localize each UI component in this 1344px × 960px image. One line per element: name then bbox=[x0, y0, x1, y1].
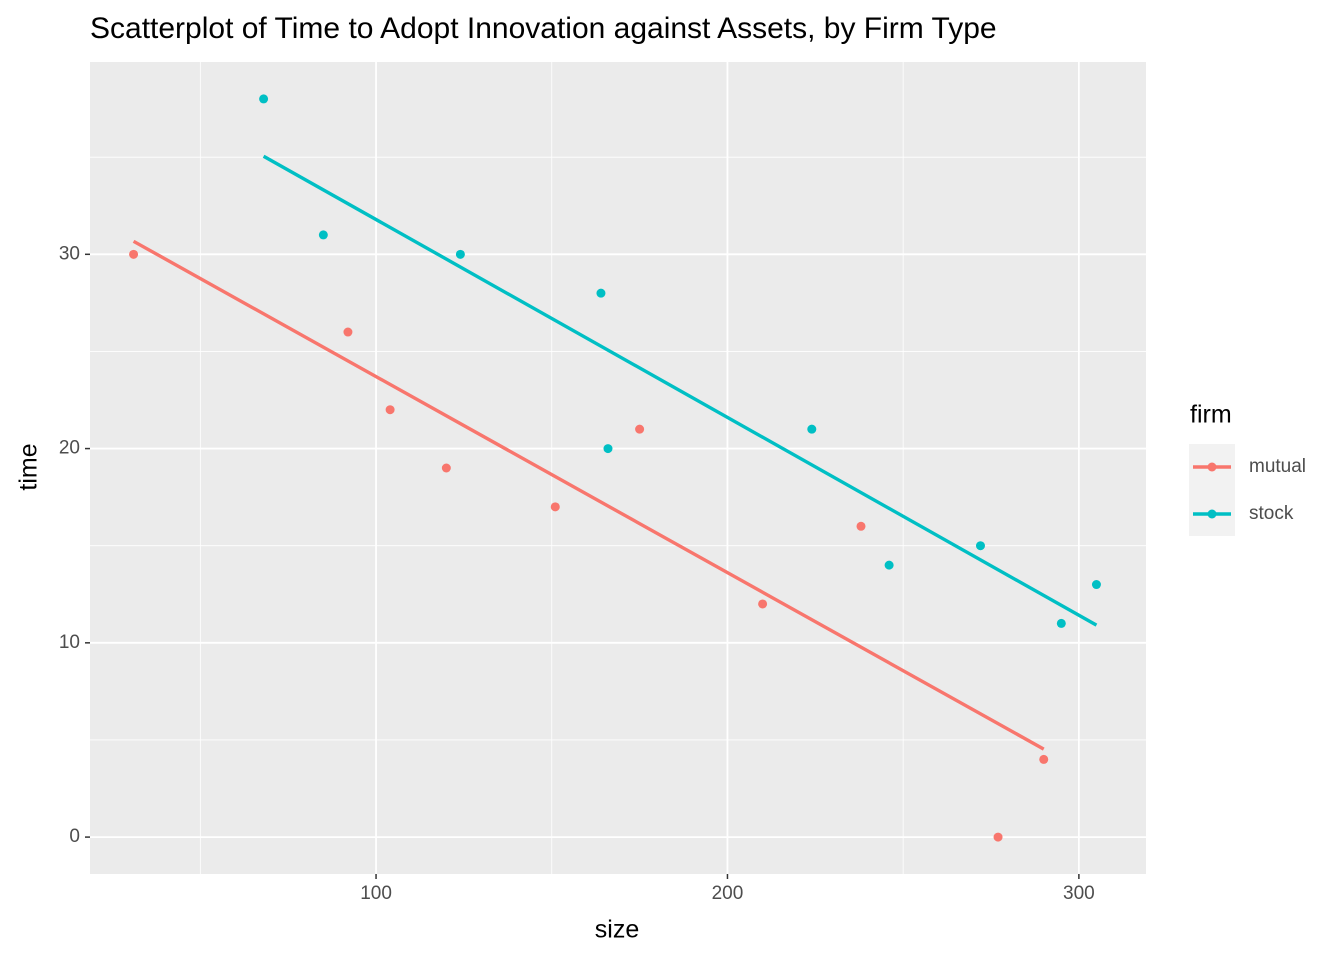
x-tick-label: 200 bbox=[712, 883, 744, 904]
x-tick-label: 100 bbox=[360, 883, 392, 904]
legend-label: mutual bbox=[1249, 456, 1306, 477]
point bbox=[975, 541, 985, 551]
point bbox=[1056, 618, 1066, 628]
x-tick-label: 300 bbox=[1063, 883, 1095, 904]
chart-title: Scatterplot of Time to Adopt Innovation … bbox=[90, 12, 997, 45]
point bbox=[758, 599, 768, 609]
point bbox=[1039, 754, 1049, 764]
point bbox=[318, 230, 328, 240]
point bbox=[343, 327, 353, 337]
point bbox=[550, 502, 560, 512]
legend-label: stock bbox=[1249, 503, 1294, 524]
point bbox=[455, 249, 465, 259]
point bbox=[856, 521, 866, 531]
y-tick-label: 10 bbox=[59, 632, 80, 653]
y-tick-label: 0 bbox=[69, 826, 80, 847]
panel bbox=[90, 62, 1146, 874]
legend-key-point bbox=[1207, 462, 1217, 472]
x-axis-label: size bbox=[595, 916, 639, 944]
y-axis-label: time bbox=[15, 443, 43, 490]
y-tick-label: 20 bbox=[59, 438, 80, 459]
point bbox=[635, 424, 645, 434]
point bbox=[129, 249, 139, 259]
point bbox=[441, 463, 451, 473]
legend-title: firm bbox=[1190, 401, 1232, 429]
point bbox=[884, 560, 894, 570]
legend-key-point bbox=[1207, 509, 1217, 519]
point bbox=[1091, 580, 1101, 590]
point bbox=[596, 288, 606, 298]
legend-key-bg bbox=[1189, 444, 1235, 536]
point bbox=[603, 444, 613, 454]
fit-line bbox=[132, 239, 1045, 751]
point bbox=[259, 94, 269, 104]
y-tick-label: 30 bbox=[59, 243, 80, 264]
point bbox=[807, 424, 817, 434]
point bbox=[993, 832, 1003, 842]
point bbox=[385, 405, 395, 415]
fit-line bbox=[262, 154, 1098, 627]
